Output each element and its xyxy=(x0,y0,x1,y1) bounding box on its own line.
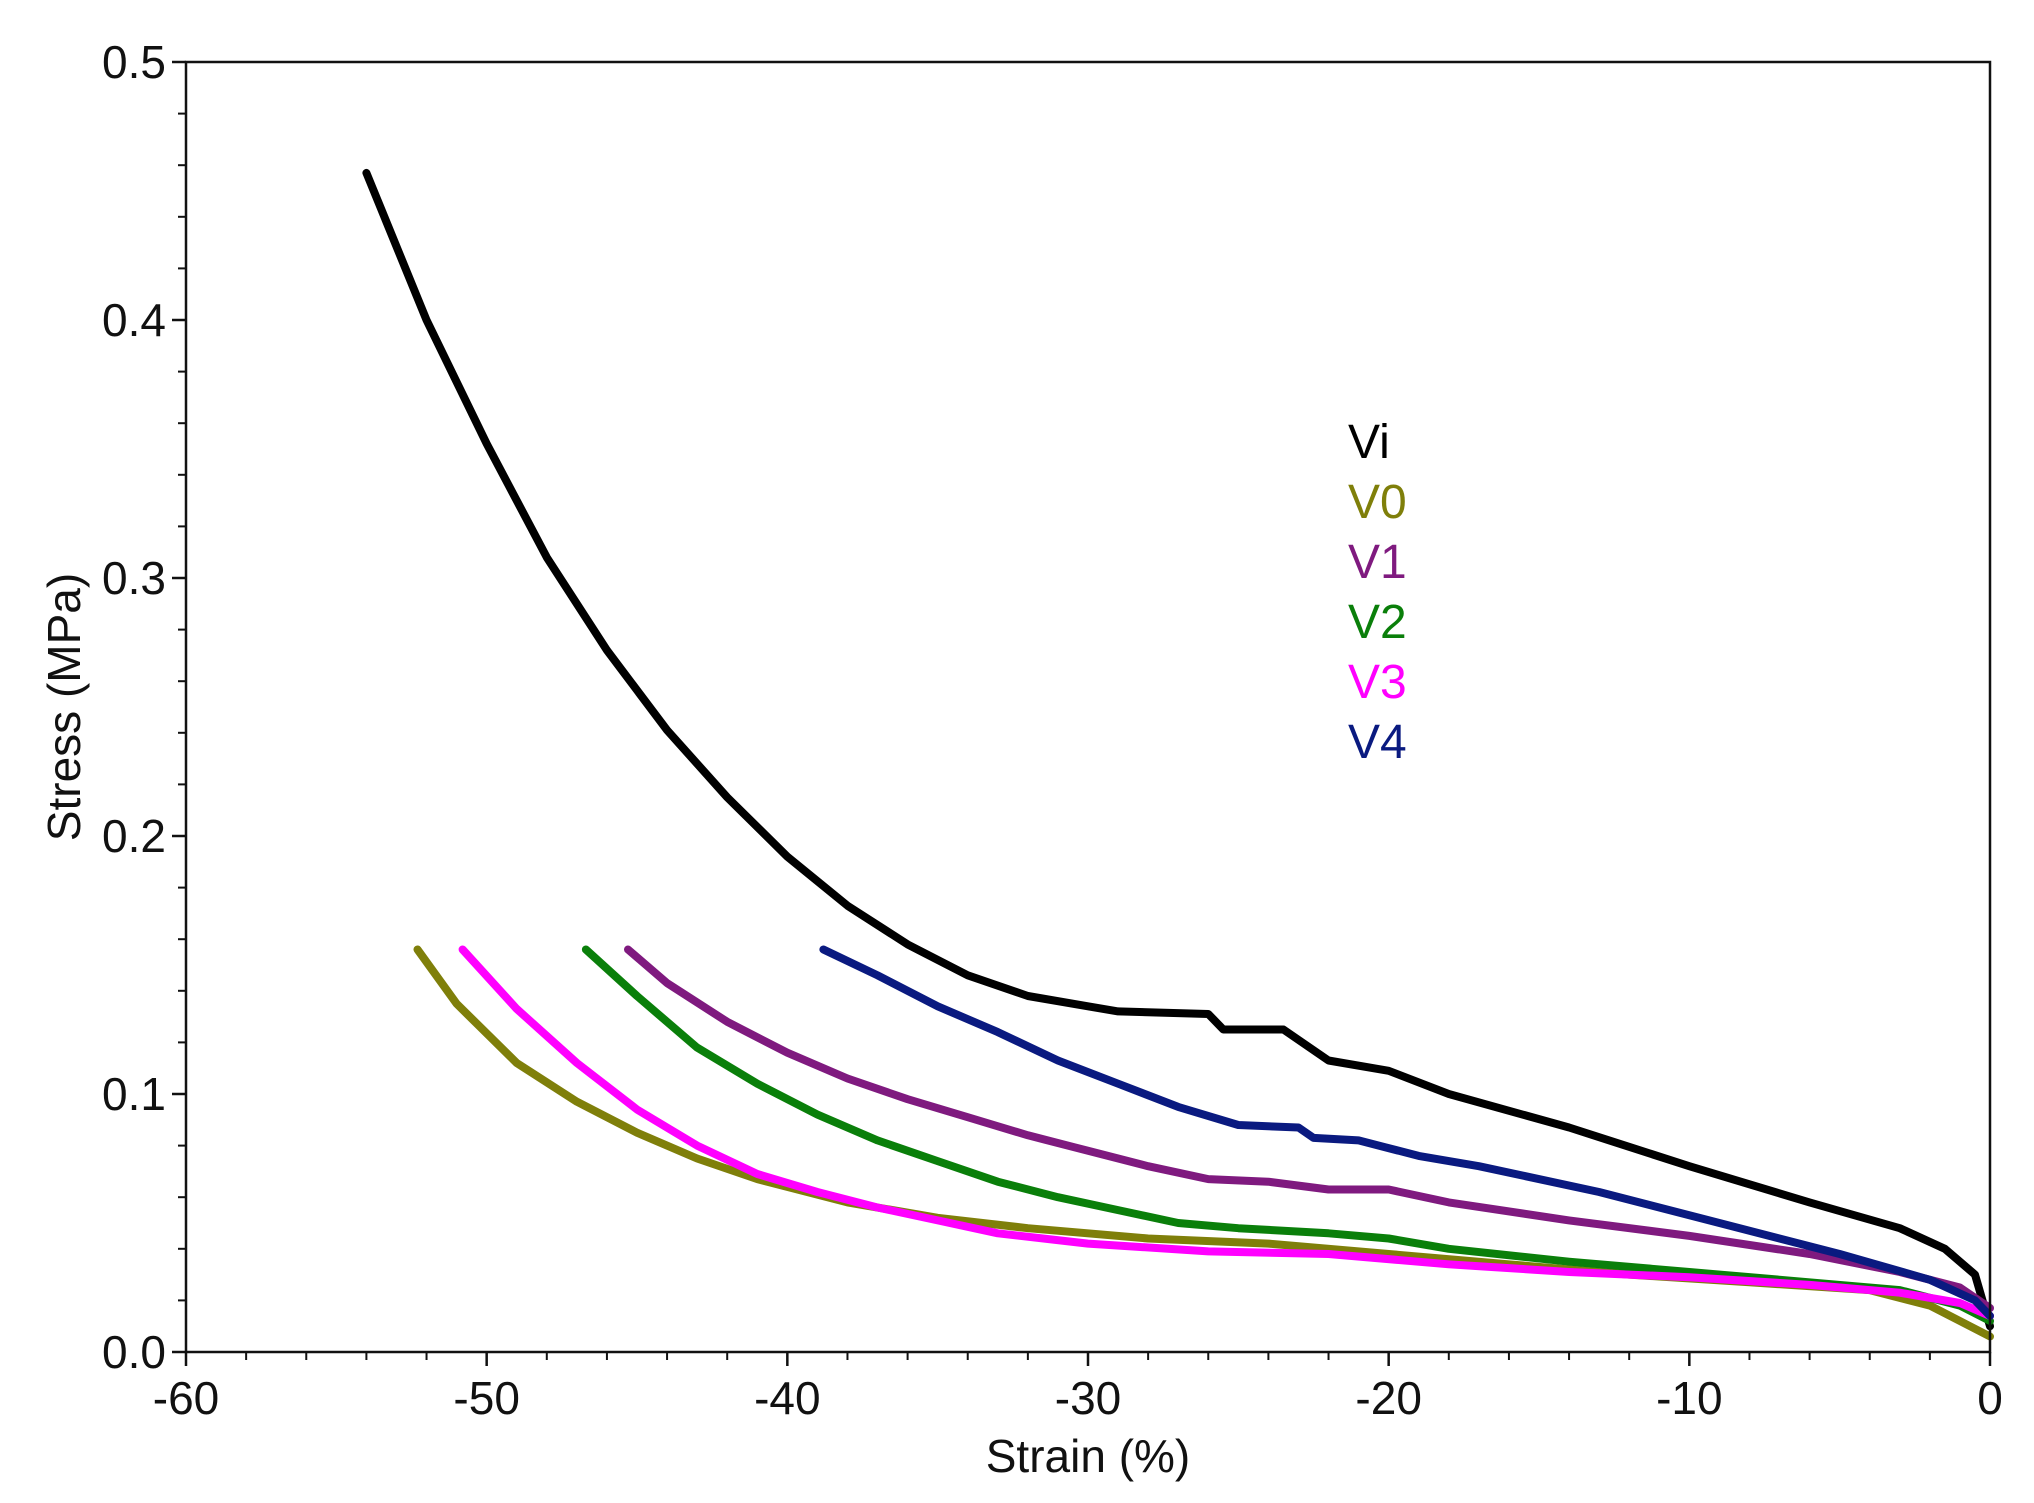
axis-tick-labels: -60 -50 -40 -30 -20 -10 0 0.0 0.1 0.2 0.3 0.4 0.5 xyxy=(102,36,2003,1424)
series-line-vi xyxy=(362,168,1994,1331)
legend-label-v3: V3 xyxy=(1348,656,1407,709)
x-tick-label: -20 xyxy=(1355,1372,1421,1424)
x-tick-label: -60 xyxy=(153,1372,219,1424)
y-tick-label: 0.0 xyxy=(102,1326,166,1378)
x-tick-label: -40 xyxy=(754,1372,820,1424)
series-layer xyxy=(362,168,1994,1341)
legend-label-v2: V2 xyxy=(1348,596,1407,649)
y-tick-label: 0.3 xyxy=(102,552,166,604)
legend: Vi V0 V1 V2 V3 V4 xyxy=(1348,416,1407,769)
x-tick-label: -50 xyxy=(453,1372,519,1424)
x-tick-label: 0 xyxy=(1977,1372,2003,1424)
y-tick-label: 0.2 xyxy=(102,810,166,862)
y-tick-label: 0.5 xyxy=(102,36,166,88)
x-tick-label: -30 xyxy=(1055,1372,1121,1424)
series-line-v3 xyxy=(458,945,1994,1320)
y-tick-label: 0.1 xyxy=(102,1068,166,1120)
y-tick-label: 0.4 xyxy=(102,294,166,346)
y-axis-title: Stress (MPa) xyxy=(38,573,90,841)
x-axis-title: Strain (%) xyxy=(986,1430,1190,1482)
series-line-v4 xyxy=(819,945,1994,1320)
axis-ticks xyxy=(172,60,1992,1366)
legend-label-v1: V1 xyxy=(1348,536,1407,589)
x-tick-label: -10 xyxy=(1656,1372,1722,1424)
legend-label-v4: V4 xyxy=(1348,716,1407,769)
legend-label-vi: Vi xyxy=(1348,416,1390,469)
legend-label-v0: V0 xyxy=(1348,476,1407,529)
series-line-v1 xyxy=(624,945,1994,1313)
